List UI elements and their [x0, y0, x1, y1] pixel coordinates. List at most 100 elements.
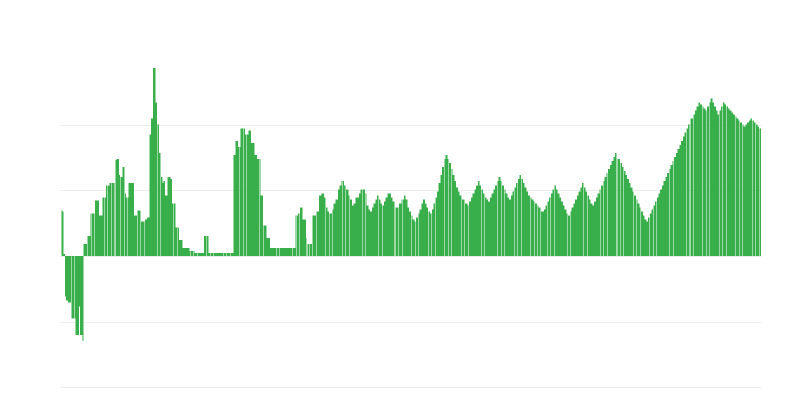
bar	[489, 201, 490, 256]
bar	[655, 201, 657, 256]
bar	[620, 163, 622, 256]
bar	[177, 227, 179, 256]
bar	[651, 209, 653, 256]
bar	[275, 247, 277, 256]
bar	[130, 183, 132, 256]
bar	[72, 256, 73, 319]
bar	[184, 247, 186, 256]
bar	[754, 122, 755, 256]
bar	[583, 187, 585, 256]
bar	[252, 142, 254, 256]
bar	[742, 124, 744, 257]
bar	[258, 158, 260, 256]
bar	[397, 207, 399, 256]
bar	[663, 181, 665, 256]
bar	[726, 106, 728, 257]
bar	[757, 126, 759, 256]
bar	[731, 112, 733, 257]
bar	[195, 252, 197, 256]
bar	[117, 158, 119, 256]
bar	[451, 169, 453, 256]
bar	[649, 213, 651, 256]
bar	[271, 247, 272, 256]
bar	[561, 201, 563, 256]
bar	[588, 195, 589, 256]
bar	[199, 252, 201, 256]
bar	[156, 102, 158, 256]
bar	[584, 187, 586, 256]
bar	[721, 106, 723, 257]
bar	[697, 106, 699, 257]
bar	[267, 237, 269, 256]
bar	[504, 189, 506, 256]
bar	[747, 122, 749, 256]
bar	[621, 163, 622, 256]
bar	[135, 215, 137, 256]
bar	[372, 207, 374, 256]
bar	[402, 199, 404, 256]
bar	[175, 227, 177, 256]
bar	[155, 102, 157, 256]
bar	[594, 201, 596, 256]
bar	[602, 185, 603, 256]
bar	[500, 181, 502, 256]
bar	[257, 158, 258, 256]
bar	[329, 213, 331, 256]
bar	[593, 205, 595, 256]
bar	[216, 252, 218, 256]
bar	[755, 124, 757, 257]
bar	[63, 253, 65, 256]
bar	[681, 140, 683, 256]
bar	[476, 185, 478, 256]
bar	[619, 158, 621, 256]
bar	[126, 197, 127, 256]
bar	[631, 187, 633, 256]
bar	[728, 108, 730, 256]
bar	[161, 177, 163, 256]
bar	[582, 183, 584, 256]
bar	[353, 203, 355, 256]
bar	[315, 215, 317, 256]
bar	[589, 199, 590, 256]
bar	[665, 177, 667, 256]
bar	[200, 252, 202, 256]
bar	[129, 183, 131, 256]
bar	[640, 207, 642, 256]
bar	[459, 195, 461, 256]
bar	[281, 247, 283, 256]
bar	[168, 177, 170, 256]
bar	[66, 256, 68, 301]
bar	[154, 68, 156, 257]
bar	[361, 189, 363, 256]
bar	[181, 239, 183, 256]
bar	[163, 181, 165, 256]
bar	[491, 193, 493, 256]
bar	[251, 142, 253, 256]
bar	[542, 211, 543, 256]
bar	[150, 134, 152, 256]
bar	[217, 252, 219, 256]
bar	[706, 110, 708, 256]
bar	[159, 152, 161, 256]
bar	[256, 154, 258, 256]
bar	[715, 110, 717, 256]
bar	[112, 183, 114, 256]
bar	[444, 158, 446, 256]
bar	[102, 197, 104, 256]
bar	[494, 189, 496, 256]
bar	[693, 114, 695, 256]
bar	[447, 158, 449, 256]
bar	[165, 195, 166, 256]
bar	[727, 108, 729, 256]
bar	[564, 209, 566, 256]
bar	[457, 191, 459, 256]
bar	[337, 199, 338, 256]
bar	[106, 185, 107, 256]
bar	[509, 199, 511, 256]
bar	[510, 195, 512, 256]
bar	[368, 209, 370, 256]
bar	[518, 179, 520, 256]
bar	[335, 199, 337, 256]
bar	[450, 163, 451, 256]
bar	[352, 205, 354, 256]
